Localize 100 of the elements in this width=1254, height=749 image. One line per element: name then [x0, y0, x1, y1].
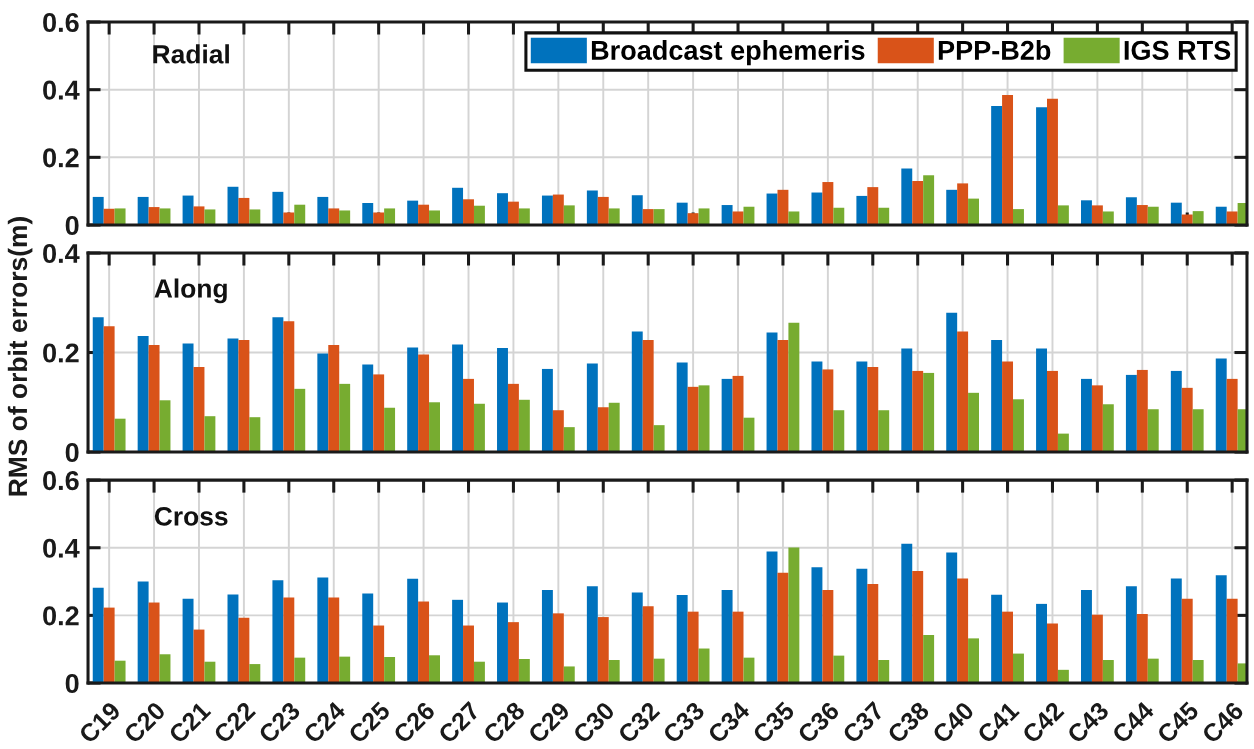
bar [991, 340, 1003, 453]
x-tick-label: C21 [167, 700, 212, 745]
bar [923, 634, 935, 684]
bar [608, 208, 620, 225]
bar [182, 343, 194, 453]
bar [766, 551, 778, 684]
bar [676, 595, 688, 684]
bar [182, 195, 194, 225]
bar [283, 212, 295, 225]
x-tick-label: C24 [302, 700, 347, 745]
bar [541, 195, 553, 225]
x-tick-label: C42 [1021, 700, 1065, 745]
bar [597, 617, 609, 684]
bar [901, 348, 913, 453]
bar [1192, 660, 1204, 684]
bar [507, 383, 519, 453]
bar [912, 571, 924, 684]
bar [238, 340, 250, 453]
bar [373, 625, 385, 684]
bar [631, 592, 643, 684]
bar [518, 208, 530, 225]
bar [552, 410, 564, 453]
bar [1102, 404, 1114, 453]
bar [867, 583, 879, 684]
bar [1091, 205, 1103, 225]
bar [407, 578, 419, 684]
bar [833, 410, 845, 453]
bar [811, 361, 823, 453]
x-tick-label: C27 [437, 700, 481, 745]
bar [1125, 197, 1137, 225]
bar [1215, 358, 1227, 453]
bar [103, 208, 115, 225]
bar [721, 205, 733, 225]
bar [1036, 107, 1048, 225]
legend-label: IGS RTS [1124, 40, 1231, 60]
y-tick-label: 0.2 [43, 343, 79, 363]
bar [317, 196, 329, 225]
bar [631, 195, 643, 225]
bar [811, 567, 823, 684]
bar [1215, 575, 1227, 684]
bar [407, 347, 419, 453]
x-tick-label: C28 [482, 700, 526, 745]
bar [901, 543, 913, 684]
bar [991, 594, 1003, 684]
bar [294, 388, 306, 453]
bar [452, 344, 464, 453]
bar [766, 332, 778, 453]
bar [193, 629, 205, 684]
bar [1125, 374, 1137, 453]
bar [586, 190, 598, 225]
x-tick-label: C40 [931, 700, 975, 745]
bar [1081, 378, 1092, 453]
bar [698, 208, 710, 225]
bar [1136, 205, 1148, 225]
bar [811, 192, 823, 225]
bar [563, 666, 575, 684]
y-tick-label: 0 [65, 442, 79, 463]
bar [452, 599, 464, 684]
bar [418, 601, 430, 684]
x-tick-label: C29 [527, 700, 571, 745]
y-tick-label: 0.6 [43, 12, 79, 33]
bar [1125, 586, 1137, 684]
bar [103, 326, 115, 453]
bar [429, 402, 440, 453]
bar [114, 660, 126, 684]
bar [552, 194, 564, 225]
bar [92, 587, 104, 684]
bar [912, 181, 924, 225]
bar [103, 607, 115, 684]
bar [968, 638, 980, 684]
bar [777, 340, 789, 453]
bar [418, 204, 430, 225]
bar [114, 418, 126, 453]
legend-label: PPP-B2b [938, 40, 1051, 60]
bar [473, 661, 485, 684]
bar [1081, 200, 1092, 225]
bar [317, 353, 329, 453]
bar [1170, 370, 1182, 453]
bar [497, 602, 508, 684]
bar [373, 212, 385, 225]
bar [698, 648, 710, 684]
x-tick-label: C37 [841, 700, 886, 745]
bar [272, 580, 284, 684]
text: Along [154, 278, 227, 304]
bar [1102, 660, 1114, 684]
bar [1226, 378, 1238, 453]
bar [822, 590, 834, 684]
bar [1036, 603, 1048, 684]
bar [227, 594, 239, 684]
bar [788, 547, 800, 684]
bar [1002, 95, 1014, 225]
bar [732, 375, 744, 453]
x-tick-label: C43 [1066, 700, 1110, 745]
bar [328, 345, 340, 453]
bar [317, 577, 329, 684]
y-tick-label: 0.6 [43, 471, 79, 491]
bar [597, 407, 609, 453]
bar [1013, 399, 1024, 453]
bar [204, 209, 216, 225]
bar [653, 425, 665, 453]
